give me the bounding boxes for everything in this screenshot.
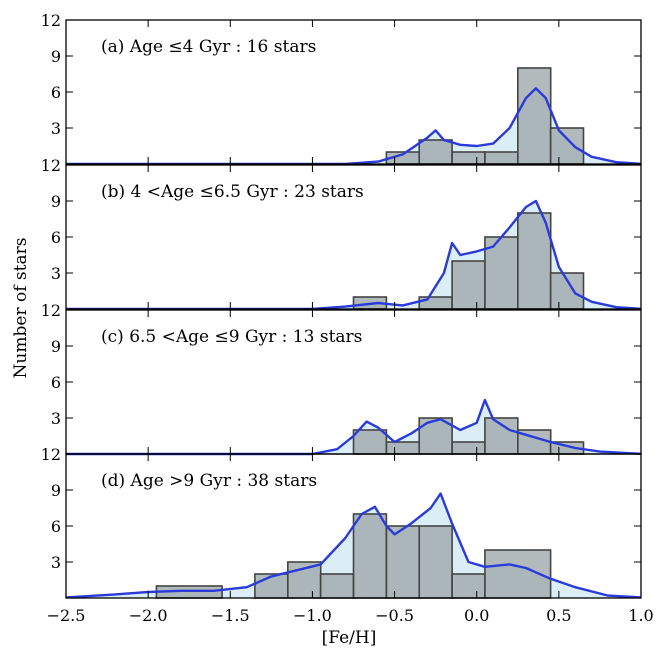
x-tick-label: −0.5	[375, 606, 414, 625]
x-axis: −2.5 −2.0 −1.5 −1.0 −0.5 0.0 0.5 1.0	[47, 606, 654, 625]
histogram-bar-3	[319, 573, 355, 599]
y-tick-label: 12	[41, 445, 61, 464]
panel-c: 3 6 9 12 (c) 6.5 <Age ≤9 Gyr : 13 stars	[41, 301, 642, 456]
histogram-bar-2	[451, 260, 486, 310]
x-tick-label: 1.0	[628, 606, 653, 625]
panel-b: 3 6 9 12 (b) 4 <Age ≤6.5 Gyr : 23 stars	[41, 156, 642, 311]
histogram-bar-1	[418, 139, 453, 165]
histogram-bar-4	[516, 212, 552, 310]
y-axis-label: Number of stars	[11, 238, 31, 379]
x-axis-label: [Fe/H]	[322, 628, 377, 648]
y-tick-label: 9	[51, 481, 61, 500]
y-tick-label: 12	[41, 11, 61, 30]
x-tick-label: −2.0	[129, 606, 168, 625]
histogram-bar-0	[352, 429, 388, 455]
kde-line	[66, 398, 642, 456]
kde-line	[66, 199, 642, 311]
x-tick-label: −1.0	[293, 606, 332, 625]
y-tick-label: 6	[51, 83, 61, 102]
histogram-bar-6	[418, 525, 453, 599]
y-tick-label: 12	[41, 301, 61, 320]
panel-annotation: (a) Age ≤4 Gyr : 16 stars	[101, 37, 316, 57]
histogram-bar-5	[549, 272, 585, 310]
panel-annotation: (c) 6.5 <Age ≤9 Gyr : 13 stars	[101, 327, 362, 347]
y-tick-label: 3	[51, 409, 61, 428]
panels-group: 3 6 9 12 (a) Age ≤4 Gyr : 16 stars 3 6 9 12 (b) 4…	[41, 11, 642, 599]
panel-annotation: (b) 4 <Age ≤6.5 Gyr : 23 stars	[101, 182, 364, 202]
histogram-bar-4	[352, 513, 388, 599]
histogram-bar-1	[418, 296, 453, 310]
y-tick-label: 6	[51, 517, 61, 536]
histogram-bar-1	[385, 441, 421, 455]
y-tick-label: 12	[41, 156, 61, 175]
kde-line	[65, 492, 642, 599]
y-tick-label: 9	[51, 47, 61, 66]
histogram-bar-7	[451, 573, 486, 599]
x-tick-label: 0.5	[546, 606, 571, 625]
kde-line	[66, 87, 642, 166]
y-tick-label: 6	[51, 373, 61, 392]
histogram-bar-3	[484, 151, 519, 165]
x-tick-label: 0.0	[464, 606, 489, 625]
histogram-bar-4	[516, 67, 552, 165]
y-tick-label: 9	[51, 337, 61, 356]
y-tick-label: 3	[51, 119, 61, 138]
y-tick-label: 6	[51, 228, 61, 247]
histogram-bar-5	[549, 127, 585, 165]
histogram-bar-3	[451, 441, 486, 455]
panel-d: 3 6 9 12 (d) Age >9 Gyr : 38 stars	[41, 445, 642, 599]
x-tick-label: −1.5	[211, 606, 250, 625]
histogram-bar-2	[451, 151, 486, 165]
histogram-bar-5	[385, 525, 421, 599]
y-tick-label: 3	[51, 553, 61, 572]
panel-annotation: (d) Age >9 Gyr : 38 stars	[101, 471, 317, 491]
panel-a: 3 6 9 12 (a) Age ≤4 Gyr : 16 stars	[41, 11, 642, 166]
y-tick-label: 9	[51, 192, 61, 211]
kde-area	[66, 88, 641, 164]
y-tick-label: 3	[51, 264, 61, 283]
x-tick-label: −2.5	[47, 606, 86, 625]
